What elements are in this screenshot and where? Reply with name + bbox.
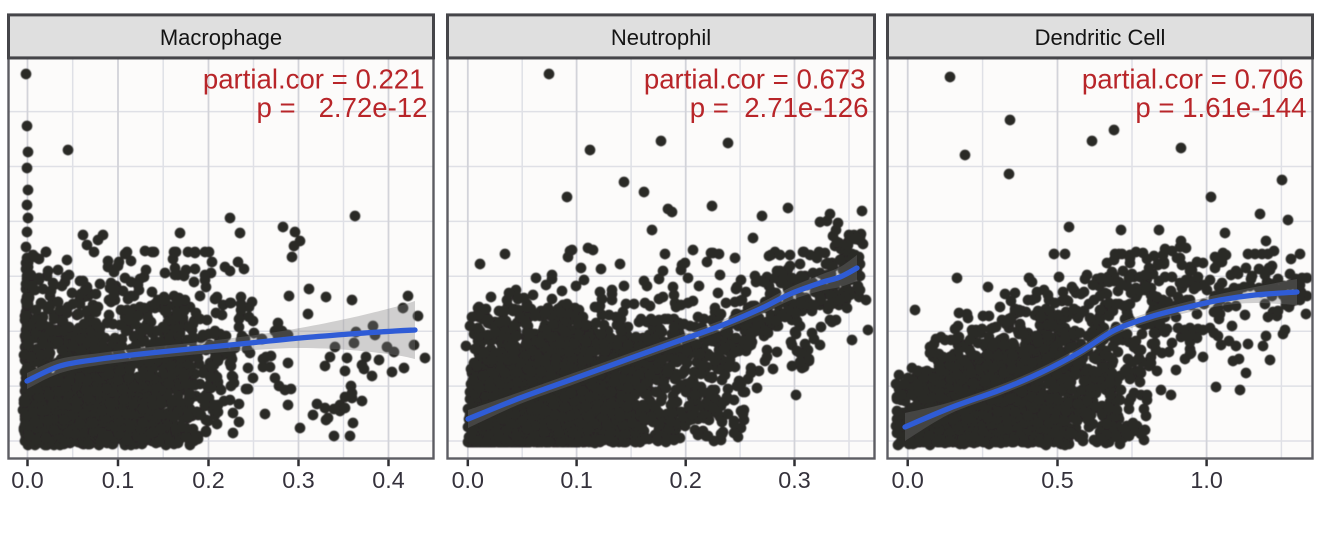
svg-text:p = 2.71e-126: p = 2.71e-126	[690, 92, 869, 123]
svg-text:0.4: 0.4	[372, 467, 404, 493]
svg-text:Neutrophil: Neutrophil	[611, 25, 711, 50]
svg-text:0.2: 0.2	[192, 467, 224, 493]
svg-text:p = 2.72e-12: p = 2.72e-12	[256, 92, 427, 123]
svg-text:0.0: 0.0	[452, 467, 484, 493]
svg-text:partial.cor = 0.673: partial.cor = 0.673	[644, 64, 866, 95]
svg-text:0.0: 0.0	[11, 467, 43, 493]
svg-text:partial.cor = 0.221: partial.cor = 0.221	[203, 64, 425, 95]
svg-text:0.3: 0.3	[778, 467, 810, 493]
svg-text:0.2: 0.2	[670, 467, 702, 493]
svg-text:0.1: 0.1	[102, 467, 134, 493]
svg-text:0.1: 0.1	[560, 467, 592, 493]
svg-text:Macrophage: Macrophage	[160, 25, 282, 50]
svg-text:0.3: 0.3	[282, 467, 314, 493]
